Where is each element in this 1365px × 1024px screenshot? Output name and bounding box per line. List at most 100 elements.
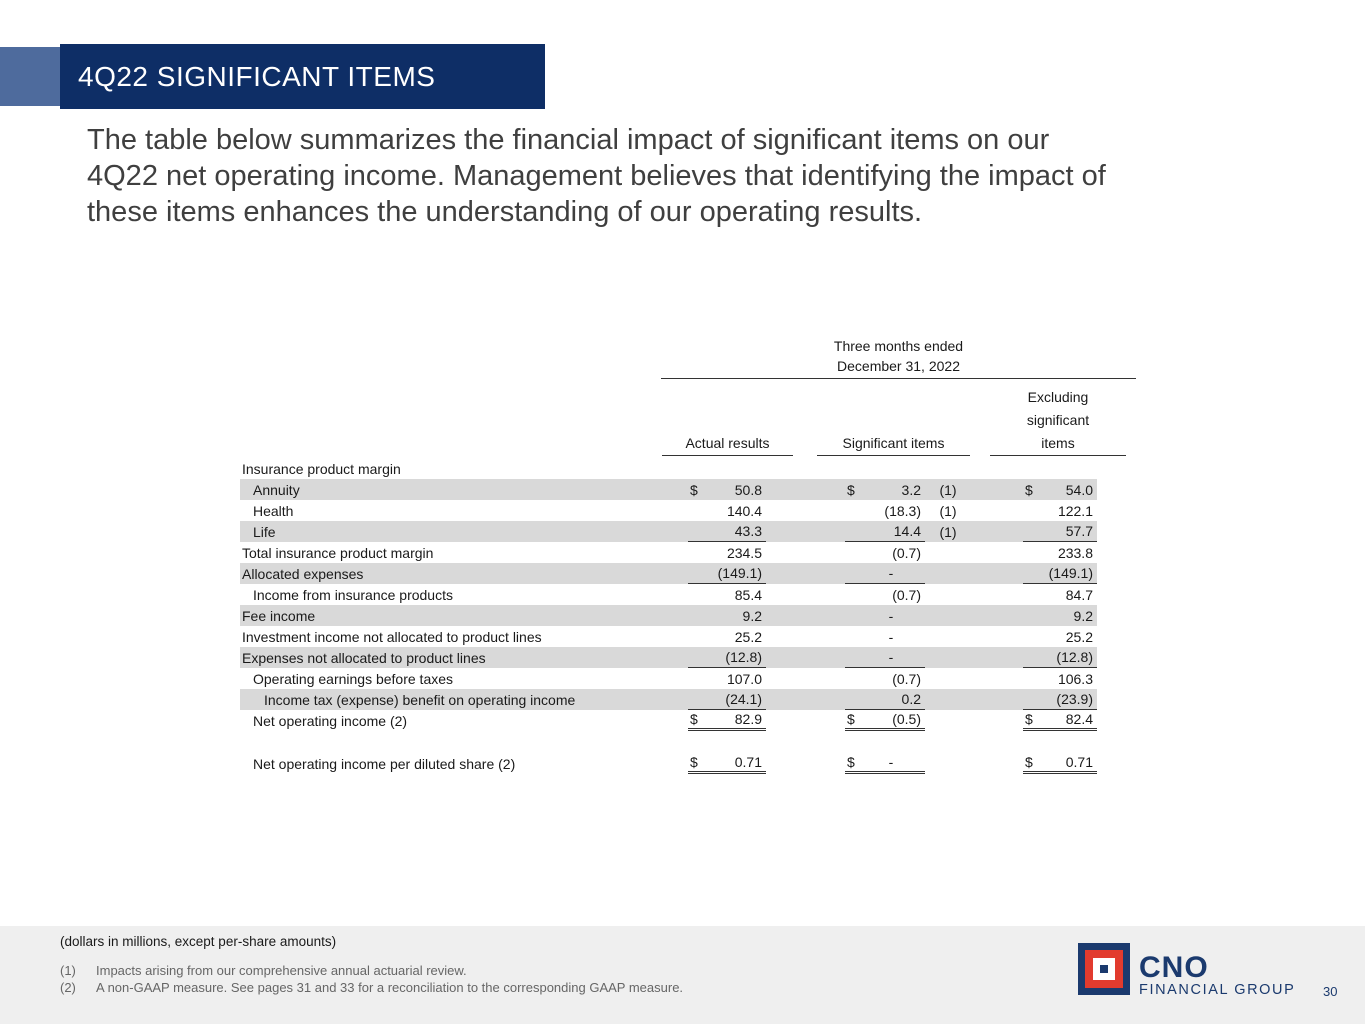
table-row: Health 140.4 (18.3) (1) 122.1	[240, 500, 1097, 521]
row-label: Investment income not allocated to produ…	[242, 628, 542, 645]
footnote-ref	[933, 458, 963, 479]
footnote-ref: (1)	[939, 502, 957, 519]
table-row: Operating earnings before taxes 107.0 (0…	[240, 668, 1097, 689]
row-label: Health	[253, 502, 294, 519]
table-row: Life 43.3 14.4 (1) 57.7	[240, 521, 1097, 542]
excluding-items-value: 122.1	[1057, 502, 1093, 519]
excluding-items-value: (12.8)	[1056, 649, 1093, 665]
footnote-ref	[933, 542, 963, 563]
excluding-items-value: 82.4	[1065, 711, 1093, 727]
excluding-items-cell	[1023, 458, 1097, 479]
row-label: Net operating income (2)	[253, 712, 408, 729]
footnote-1-marker: (1)	[60, 963, 76, 978]
excluding-items-value: 106.3	[1057, 670, 1093, 687]
excluding-items-cell: $ 0.71	[1023, 753, 1097, 774]
column-header-actual-results: Actual results	[662, 433, 793, 456]
period-header: Three months ended December 31, 2022	[661, 336, 1136, 379]
table-row: Expenses not allocated to product lines …	[240, 647, 1097, 668]
excluding-items-cell: (12.8)	[1023, 647, 1097, 668]
actual-results-cell	[688, 458, 766, 479]
actual-results-cell: $ 0.71	[688, 753, 766, 774]
banner-bar: 4Q22 SIGNIFICANT ITEMS	[60, 44, 545, 109]
table-body: Insurance product margin Annuity $ 50.8 …	[240, 458, 1097, 774]
column-header-excluding-significant-items: Excluding significant items	[990, 386, 1126, 456]
cno-logo: CNO FINANCIAL GROUP	[1078, 943, 1295, 998]
actual-results-value: 9.2	[742, 607, 762, 624]
dollar-sign: $	[847, 481, 855, 498]
row-label: Life	[253, 523, 276, 540]
row-label: Expenses not allocated to product lines	[242, 649, 486, 666]
excluding-items-value: (149.1)	[1048, 565, 1093, 581]
banner-accent-square	[0, 47, 60, 106]
actual-results-cell: 107.0	[688, 668, 766, 689]
footnote-ref	[933, 710, 963, 731]
table-spacer-row	[240, 731, 1097, 753]
actual-results-cell: 43.3	[688, 521, 766, 542]
excluding-items-value: (23.9)	[1056, 691, 1093, 707]
excluding-items-cell: 57.7	[1023, 521, 1097, 542]
significant-items-value: (0.7)	[892, 670, 921, 687]
significant-items-value: -	[888, 649, 894, 665]
excluding-items-cell: $ 82.4	[1023, 710, 1097, 731]
excluding-items-cell: 233.8	[1023, 542, 1097, 563]
actual-results-cell: 9.2	[688, 605, 766, 626]
excluding-items-cell: $ 54.0	[1023, 479, 1097, 500]
significant-items-value: (0.7)	[892, 586, 921, 603]
table-row: Income from insurance products 85.4 (0.7…	[240, 584, 1097, 605]
excluding-items-cell: 25.2	[1023, 626, 1097, 647]
period-line-2: December 31, 2022	[837, 358, 960, 374]
excluding-items-cell: 122.1	[1023, 500, 1097, 521]
title-banner: 4Q22 SIGNIFICANT ITEMS	[0, 44, 545, 109]
actual-results-cell: (24.1)	[688, 689, 766, 710]
page-number: 30	[1323, 984, 1338, 999]
table-row: Total insurance product margin 234.5 (0.…	[240, 542, 1097, 563]
intro-paragraph: The table below summarizes the financial…	[87, 122, 1267, 230]
excluding-items-cell: 84.7	[1023, 584, 1097, 605]
table-row: Insurance product margin	[240, 458, 1097, 479]
column-header-significant-items: Significant items	[817, 433, 970, 456]
table-row: Annuity $ 50.8 $ 3.2 (1) $ 54.0	[240, 479, 1097, 500]
footer: (dollars in millions, except per-share a…	[0, 926, 1365, 1024]
significant-items-value: (0.7)	[892, 544, 921, 561]
units-note: (dollars in millions, except per-share a…	[60, 934, 337, 949]
table-row: Income tax (expense) benefit on operatin…	[240, 689, 1097, 710]
table-row: Net operating income per diluted share (…	[240, 753, 1097, 774]
row-label: Fee income	[242, 607, 316, 624]
excluding-items-value: 84.7	[1065, 586, 1093, 603]
dollar-sign: $	[1025, 481, 1033, 498]
actual-results-value: 85.4	[734, 586, 762, 603]
dollar-sign: $	[690, 711, 698, 727]
significant-items-value: 3.2	[901, 481, 921, 498]
significant-items-cell: $ -	[845, 753, 925, 774]
footnote-ref	[933, 753, 963, 774]
footnote-2-marker: (2)	[60, 979, 76, 995]
significant-items-cell: (18.3)	[845, 500, 925, 521]
cno-logo-tagline: FINANCIAL GROUP	[1139, 982, 1296, 998]
significant-items-cell: -	[845, 563, 925, 584]
significant-items-value: 14.4	[893, 523, 921, 539]
financial-table: Three months ended December 31, 2022 Act…	[240, 336, 1140, 786]
significant-items-cell: -	[845, 626, 925, 647]
row-label: Income from insurance products	[253, 586, 453, 603]
actual-results-cell: (149.1)	[688, 563, 766, 584]
excluding-items-cell: (149.1)	[1023, 563, 1097, 584]
footnote-ref	[933, 689, 963, 710]
row-label: Operating earnings before taxes	[253, 670, 454, 687]
significant-items-cell: -	[845, 647, 925, 668]
row-label: Insurance product margin	[242, 460, 401, 477]
significant-items-value: 0.2	[901, 691, 921, 707]
excluding-items-value: 9.2	[1073, 607, 1093, 624]
table-row: Allocated expenses (149.1) - (149.1)	[240, 563, 1097, 584]
actual-results-value: 107.0	[726, 670, 762, 687]
intro-line-1: The table below summarizes the financial…	[87, 124, 1050, 156]
excluding-items-cell: 106.3	[1023, 668, 1097, 689]
significant-items-value: (0.5)	[892, 711, 921, 727]
actual-results-value: 25.2	[734, 628, 762, 645]
row-label: Allocated expenses	[242, 565, 364, 582]
significant-items-cell: $ 3.2	[845, 479, 925, 500]
intro-line-2: 4Q22 net operating income. Management be…	[87, 160, 1106, 192]
significant-items-cell: (0.7)	[845, 584, 925, 605]
actual-results-value: (24.1)	[725, 691, 762, 707]
excluding-items-value: 57.7	[1065, 523, 1093, 539]
significant-items-cell	[845, 458, 925, 479]
